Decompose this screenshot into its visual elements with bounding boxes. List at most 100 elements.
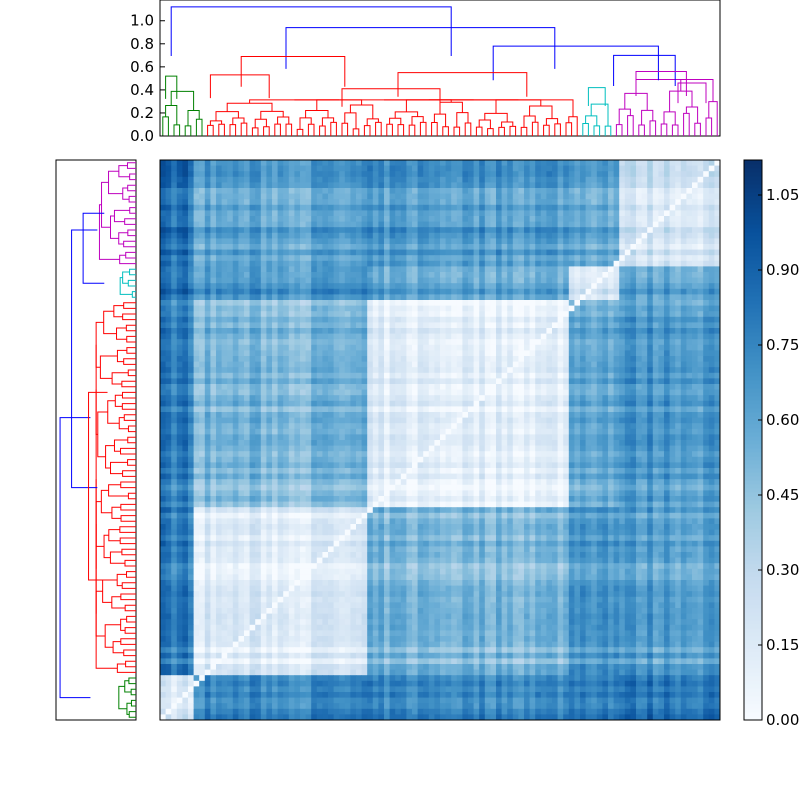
heatmap-cell <box>462 260 469 267</box>
heatmap-cell <box>580 417 586 424</box>
heatmap-cell <box>675 378 682 385</box>
heatmap-cell <box>328 367 334 374</box>
heatmap-cell <box>591 344 598 351</box>
heatmap-cell <box>535 406 542 413</box>
heatmap-cell <box>652 171 659 178</box>
heatmap-cell <box>199 378 206 385</box>
heatmap-cell <box>714 384 721 390</box>
heatmap-cell <box>608 199 614 206</box>
heatmap-cell <box>585 232 592 239</box>
heatmap-cell <box>434 238 441 245</box>
heatmap-cell <box>395 311 402 318</box>
heatmap-cell <box>356 210 362 217</box>
heatmap-cell <box>423 328 430 334</box>
heatmap-cell <box>608 176 614 183</box>
heatmap-cell <box>490 216 497 222</box>
heatmap-cell <box>708 188 715 194</box>
heatmap-cell <box>512 188 519 194</box>
heatmap-cell <box>333 395 340 402</box>
heatmap-cell <box>344 344 351 351</box>
heatmap-cell <box>714 372 721 379</box>
heatmap-cell <box>406 305 413 312</box>
heatmap-cell <box>535 361 542 368</box>
heatmap-cell <box>216 316 222 323</box>
heatmap-cell <box>232 350 239 357</box>
heatmap-cell <box>294 238 301 245</box>
left-dendrogram-cluster-0-link <box>127 229 136 237</box>
heatmap-cell <box>613 204 620 211</box>
heatmap-cell <box>361 350 368 357</box>
top-dendrogram-cluster-1-link <box>229 124 237 136</box>
heatmap-cell <box>524 204 530 211</box>
heatmap-cell <box>339 188 346 194</box>
heatmap-cell <box>703 288 710 295</box>
heatmap-cell <box>675 277 682 284</box>
heatmap-cell <box>277 316 284 323</box>
heatmap-cell <box>210 266 217 273</box>
heatmap-cell <box>680 204 687 211</box>
heatmap-cell <box>221 176 228 183</box>
heatmap-cell <box>596 171 603 178</box>
heatmap-cell <box>188 232 194 239</box>
heatmap-cell <box>367 350 374 357</box>
heatmap-cell <box>608 372 614 379</box>
heatmap-cell <box>641 199 648 206</box>
heatmap-cell <box>266 322 273 329</box>
heatmap-cell <box>440 395 446 402</box>
heatmap-cell <box>496 171 502 178</box>
heatmap-cell <box>507 316 514 323</box>
heatmap-cell <box>361 344 368 351</box>
heatmap-cell <box>400 244 407 250</box>
heatmap-cell <box>473 344 480 351</box>
heatmap-cell <box>501 367 508 374</box>
heatmap-cell <box>188 367 194 374</box>
heatmap-cell <box>428 277 435 284</box>
heatmap-cell <box>490 406 497 413</box>
heatmap-cell <box>328 316 334 323</box>
heatmap-cell <box>378 283 385 290</box>
heatmap-cell <box>311 238 318 245</box>
heatmap-cell <box>266 188 273 194</box>
heatmap-cell <box>193 199 200 206</box>
heatmap-cell <box>563 294 570 301</box>
heatmap-cell <box>221 344 228 351</box>
heatmap-cell <box>490 232 497 239</box>
heatmap-cell <box>518 311 525 318</box>
heatmap-cell <box>300 160 306 166</box>
heatmap-cell <box>692 395 698 402</box>
heatmap-cell <box>596 333 603 340</box>
heatmap-cell <box>406 372 413 379</box>
heatmap-cell <box>552 333 558 340</box>
heatmap-cell <box>389 221 396 228</box>
heatmap-cell <box>216 361 222 368</box>
heatmap-cell <box>456 395 463 402</box>
heatmap-cell <box>613 417 620 424</box>
top-dendrogram-tick-label: 0.0 <box>130 127 154 145</box>
heatmap-cell <box>596 266 603 273</box>
heatmap-cell <box>468 423 474 430</box>
heatmap-cell <box>692 339 698 346</box>
heatmap-cell <box>378 333 385 340</box>
heatmap-cell <box>412 339 418 346</box>
heatmap-cell <box>647 277 654 284</box>
heatmap-cell <box>434 171 441 178</box>
heatmap-cell <box>664 288 670 295</box>
heatmap-cell <box>412 356 418 362</box>
heatmap-cell <box>311 171 318 178</box>
heatmap-cell <box>288 406 295 413</box>
heatmap-cell <box>272 356 278 362</box>
heatmap-cell <box>412 305 418 312</box>
heatmap-cell <box>311 283 318 290</box>
heatmap-cell <box>708 300 715 306</box>
heatmap-cell <box>496 249 502 256</box>
heatmap-cell <box>344 300 351 306</box>
heatmap-cell <box>462 176 469 183</box>
heatmap-cell <box>434 260 441 267</box>
heatmap-cell <box>591 272 598 278</box>
heatmap-cell <box>277 160 284 166</box>
heatmap-cell <box>384 221 390 228</box>
heatmap-cell <box>272 249 278 256</box>
heatmap-cell <box>462 406 469 413</box>
heatmap-cell <box>322 283 329 290</box>
heatmap-cell <box>540 339 547 346</box>
